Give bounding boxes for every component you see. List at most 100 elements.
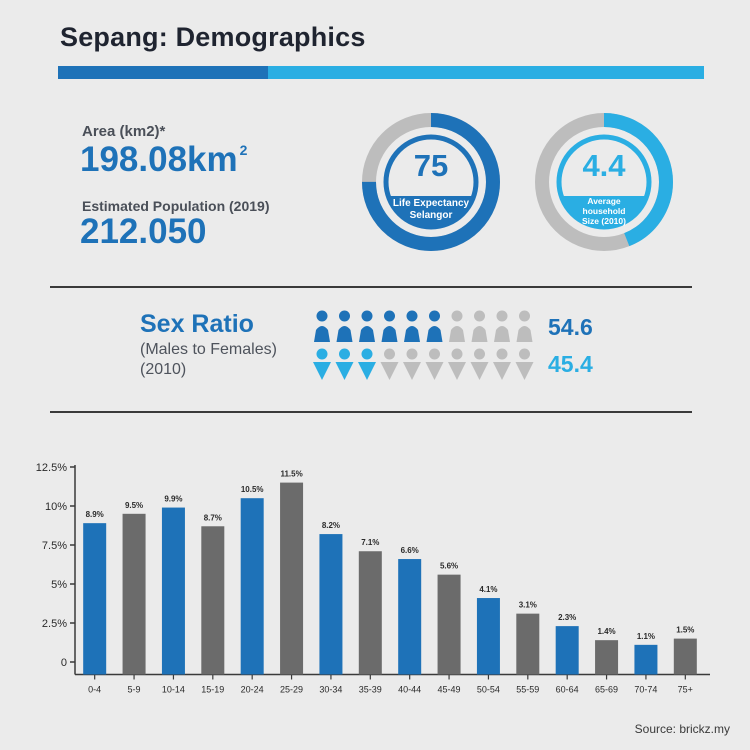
- male-icon: [494, 310, 510, 342]
- area-number: 198.08km: [80, 140, 238, 179]
- title-underline-dark: [58, 66, 268, 79]
- household-caption-2: household: [582, 206, 626, 216]
- bar-data-label: 10.5%: [241, 485, 264, 494]
- life-ring-fill: [362, 113, 500, 251]
- bar-data-label: 5.6%: [440, 562, 458, 571]
- male-icon: [359, 310, 375, 342]
- y-tick-label: 5%: [51, 579, 67, 591]
- x-tick-label: 70-74: [634, 684, 657, 694]
- female-icon: [313, 348, 331, 380]
- female-icon: [448, 348, 466, 380]
- female-icon: [380, 348, 399, 380]
- household-caption-1: Average: [587, 196, 621, 206]
- x-tick-label: 25-29: [280, 684, 303, 694]
- bar: [673, 638, 697, 675]
- x-tick-label: 30-34: [319, 684, 342, 694]
- male-icon: [516, 310, 533, 342]
- males-value: 54.6: [548, 314, 593, 340]
- bar-data-label: 8.9%: [86, 510, 104, 519]
- population-label: Estimated Population (2019): [82, 198, 270, 214]
- bar-data-label: 6.6%: [401, 546, 419, 555]
- life-expectancy-donut: 75 Life Expectancy Selangor: [361, 112, 501, 252]
- bar-data-label: 3.1%: [519, 601, 537, 610]
- area-value: 198.08km 2: [80, 140, 247, 180]
- life-expectancy-ring: [362, 113, 500, 251]
- bar-data-label: 2.3%: [558, 613, 576, 622]
- x-tick-label: 65-69: [595, 684, 618, 694]
- bar: [280, 482, 304, 675]
- bar: [555, 626, 579, 675]
- bar: [83, 523, 107, 675]
- bar-data-label: 4.1%: [479, 585, 497, 594]
- x-tick-label: 10-14: [162, 684, 185, 694]
- x-tick-label: 0-4: [88, 684, 101, 694]
- male-icon: [381, 310, 398, 342]
- x-tick-label: 75+: [678, 684, 693, 694]
- area-label: Area (km2)*: [82, 123, 166, 140]
- divider-top: [50, 286, 692, 288]
- x-tick-label: 15-19: [201, 684, 224, 694]
- bar: [240, 498, 264, 675]
- male-icon: [426, 310, 443, 342]
- bar-data-label: 11.5%: [280, 470, 302, 479]
- sex-ratio-subtitle-1: (Males to Females): [140, 341, 277, 358]
- divider-bottom: [50, 411, 692, 413]
- household-caption-3: Size (2010): [582, 216, 626, 226]
- sex-ratio-title: Sex Ratio: [140, 310, 254, 338]
- bar-data-label: 9.9%: [164, 495, 182, 504]
- male-icon: [471, 310, 488, 342]
- x-tick-label: 55-59: [516, 684, 539, 694]
- x-tick-label: 35-39: [359, 684, 382, 694]
- bar-data-label: 1.1%: [637, 632, 655, 641]
- source-note: Source: brickz.my: [634, 722, 730, 736]
- x-tick-label: 40-44: [398, 684, 421, 694]
- bar: [161, 507, 185, 675]
- x-tick-label: 60-64: [556, 684, 579, 694]
- bar-data-label: 1.5%: [676, 626, 694, 635]
- sex-ratio-subtitle-2: (2010): [140, 361, 187, 378]
- sex-ratio-icons: [313, 310, 534, 380]
- bar-data-label: 8.7%: [204, 513, 222, 522]
- life-expectancy-value: 75: [413, 148, 449, 183]
- household-ring-fill: [535, 113, 673, 251]
- bar-data-label: 8.2%: [322, 521, 340, 530]
- bar-data-label: 1.4%: [597, 627, 615, 636]
- female-icon: [358, 348, 376, 380]
- female-icon: [335, 348, 354, 380]
- bar: [398, 559, 422, 675]
- female-icon: [470, 348, 489, 380]
- life-expectancy-caption-1: Life Expectancy: [392, 198, 470, 209]
- y-tick-label: 0: [61, 657, 67, 669]
- life-expectancy-caption-2: Selangor: [409, 210, 453, 221]
- bar: [476, 598, 500, 675]
- bar-data-label: 9.5%: [125, 501, 143, 510]
- female-icon: [403, 348, 421, 380]
- bar: [437, 574, 461, 675]
- female-icon: [493, 348, 511, 380]
- bar: [634, 644, 658, 675]
- bar: [358, 551, 382, 675]
- y-tick-label: 7.5%: [42, 540, 67, 552]
- bar: [595, 640, 619, 675]
- female-icon: [425, 348, 444, 380]
- y-tick-label: 2.5%: [42, 618, 67, 630]
- life-caption-band: [387, 196, 475, 229]
- title-underline-light: [268, 66, 704, 79]
- y-tick-label: 10%: [45, 501, 67, 513]
- x-tick-label: 50-54: [477, 684, 500, 694]
- male-icon: [404, 310, 420, 342]
- household-size-value: 4.4: [582, 148, 626, 183]
- x-tick-label: 20-24: [241, 684, 264, 694]
- male-icon: [336, 310, 353, 342]
- bar: [201, 526, 225, 675]
- bar: [319, 534, 343, 675]
- bar: [516, 613, 540, 675]
- household-size-donut: 4.4 Average household Size (2010): [534, 112, 674, 252]
- male-icon: [314, 310, 330, 342]
- page-title: Sepang: Demographics: [60, 22, 366, 52]
- household-ring: [535, 113, 673, 251]
- females-value: 45.4: [548, 351, 593, 377]
- male-icon: [449, 310, 465, 342]
- bar-data-label: 7.1%: [361, 538, 379, 547]
- female-icon: [515, 348, 534, 380]
